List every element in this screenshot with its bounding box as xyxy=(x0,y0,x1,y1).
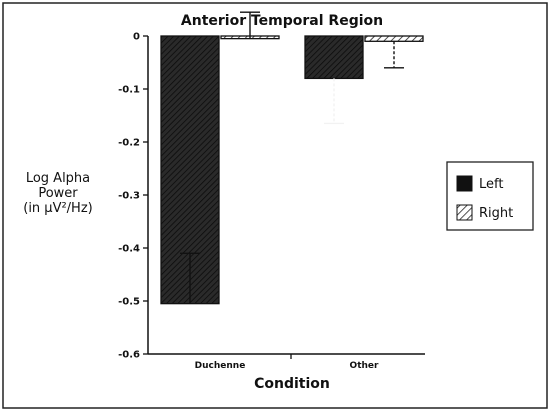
bar xyxy=(364,35,424,42)
legend-swatch xyxy=(456,175,473,192)
y-tick-label: -0.4 xyxy=(118,244,140,255)
y-axis-label-line-2: Power xyxy=(38,186,78,201)
y-tick-label: 0 xyxy=(133,32,140,43)
y-tick-label: -0.5 xyxy=(118,297,140,308)
y-axis-label-line-1: Log Alpha xyxy=(26,171,90,186)
y-axis-label-line-3: (in µV²/Hz) xyxy=(23,201,92,216)
legend-swatch xyxy=(456,204,473,221)
y-tick-label: -0.6 xyxy=(118,350,140,361)
legend: Left Right xyxy=(446,161,534,231)
chart-title: Anterior Temporal Region xyxy=(181,13,383,29)
y-tick-label: -0.2 xyxy=(118,138,140,149)
axes: 0 -0.1 -0.2 -0.3 -0.4 -0.5 -0.6 Duchenne Other xyxy=(118,32,425,371)
x-axis-label: Condition xyxy=(254,376,330,392)
legend-label: Left xyxy=(479,177,503,192)
bar xyxy=(304,35,364,80)
y-tick-label: -0.1 xyxy=(118,85,140,96)
figure-border xyxy=(2,2,548,409)
x-tick-label: Other xyxy=(350,361,379,371)
y-tick-label: -0.3 xyxy=(118,191,140,202)
bars xyxy=(160,11,424,305)
legend-label: Right xyxy=(479,206,513,221)
x-tick-label: Duchenne xyxy=(195,361,246,371)
